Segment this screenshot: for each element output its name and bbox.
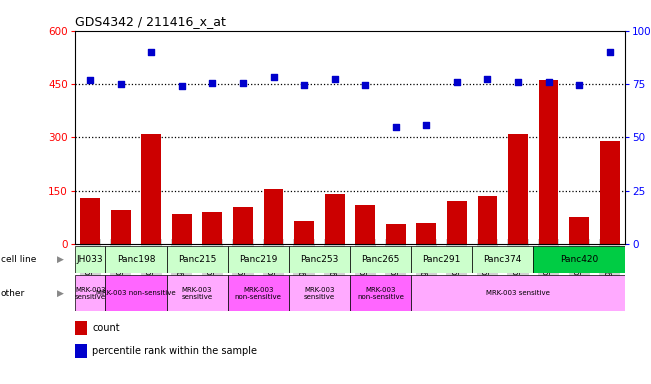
Bar: [325, 194, 344, 244]
Bar: [508, 134, 528, 244]
Bar: [105, 246, 167, 273]
Bar: [289, 246, 350, 273]
Bar: [264, 189, 283, 244]
Bar: [202, 212, 223, 244]
Bar: [75, 344, 87, 358]
Bar: [233, 207, 253, 244]
Bar: [569, 217, 589, 244]
Bar: [289, 275, 350, 311]
Text: ▶: ▶: [57, 289, 64, 298]
Text: cell line: cell line: [1, 255, 36, 264]
Bar: [75, 246, 105, 273]
Bar: [355, 205, 375, 244]
Bar: [472, 246, 533, 273]
Point: [85, 78, 95, 84]
Bar: [600, 141, 620, 244]
Point: [238, 80, 248, 86]
Text: Panc420: Panc420: [560, 255, 598, 264]
Bar: [447, 201, 467, 244]
Text: MRK-003
non-sensitive: MRK-003 non-sensitive: [357, 287, 404, 300]
Point: [482, 76, 493, 82]
Point: [115, 81, 126, 87]
Bar: [477, 196, 497, 244]
Point: [544, 79, 554, 85]
Text: other: other: [1, 289, 25, 298]
Point: [176, 83, 187, 89]
Point: [421, 122, 432, 128]
Text: MRK-003
sensitive: MRK-003 sensitive: [75, 287, 105, 300]
Text: Panc198: Panc198: [117, 255, 155, 264]
Bar: [538, 81, 559, 244]
Text: MRK-003
sensitive: MRK-003 sensitive: [182, 287, 213, 300]
Text: Panc265: Panc265: [361, 255, 400, 264]
Point: [299, 82, 309, 88]
Bar: [350, 246, 411, 273]
Bar: [350, 275, 411, 311]
Bar: [417, 223, 436, 244]
Text: MRK-003
non-sensitive: MRK-003 non-sensitive: [235, 287, 282, 300]
Point: [452, 79, 462, 85]
Text: percentile rank within the sample: percentile rank within the sample: [92, 346, 257, 356]
Text: Panc253: Panc253: [300, 255, 339, 264]
Bar: [386, 224, 406, 244]
Text: ▶: ▶: [57, 255, 64, 264]
Point: [268, 74, 279, 80]
Bar: [533, 246, 625, 273]
Point: [574, 82, 585, 88]
Text: Panc215: Panc215: [178, 255, 216, 264]
Bar: [228, 275, 289, 311]
Bar: [111, 210, 131, 244]
Text: count: count: [92, 323, 120, 333]
Point: [329, 76, 340, 82]
Text: MRK-003 sensitive: MRK-003 sensitive: [486, 290, 550, 296]
Text: MRK-003 non-sensitive: MRK-003 non-sensitive: [96, 290, 176, 296]
Point: [146, 49, 156, 55]
Point: [605, 49, 615, 55]
Text: Panc291: Panc291: [422, 255, 461, 264]
Bar: [228, 246, 289, 273]
Bar: [75, 321, 87, 334]
Text: Panc219: Panc219: [239, 255, 277, 264]
Bar: [105, 275, 167, 311]
Bar: [167, 246, 228, 273]
Point: [207, 80, 217, 86]
Point: [391, 124, 401, 130]
Text: Panc374: Panc374: [484, 255, 522, 264]
Bar: [75, 275, 105, 311]
Text: JH033: JH033: [77, 255, 104, 264]
Point: [360, 82, 370, 88]
Bar: [172, 214, 192, 244]
Point: [513, 79, 523, 85]
Text: GDS4342 / 211416_x_at: GDS4342 / 211416_x_at: [75, 15, 226, 28]
Bar: [167, 275, 228, 311]
Bar: [294, 221, 314, 244]
Bar: [411, 275, 625, 311]
Bar: [80, 198, 100, 244]
Bar: [141, 134, 161, 244]
Bar: [411, 246, 472, 273]
Text: MRK-003
sensitive: MRK-003 sensitive: [304, 287, 335, 300]
